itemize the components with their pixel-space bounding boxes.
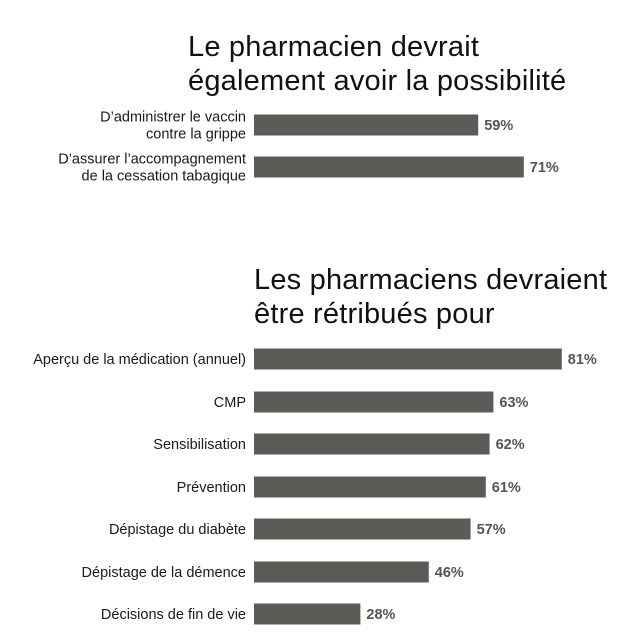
chart-2-value-label-2: 63% [499,395,528,411]
chart-2-bar-2 [254,391,494,413]
chart-1-title-line-2: également avoir la possibilité [188,65,567,97]
chart-2-category-label-6-line-1: Dépistage de la démence [82,565,246,581]
chart-1-category-label-2-line-2: de la cessation tabagique [82,169,246,185]
chart-2-bar-6 [254,561,429,583]
chart-2-bar-3 [254,433,490,455]
chart-1-value-label-1: 59% [484,118,513,134]
chart-2-bar-5 [254,518,471,540]
chart-2-category-label-7-line-1: Décisions de fin de vie [101,607,246,623]
chart-2-category-label-5-line-1: Dépistage du diabète [109,522,246,538]
chart-2-title-line-1: Les pharmaciens devraient [254,264,608,296]
chart-2-bar-4 [254,476,486,498]
chart-2-value-label-4: 61% [492,480,521,496]
chart-2-value-label-1: 81% [568,352,597,368]
chart-2-category-label-4-line-1: Prévention [177,480,246,496]
chart-2-value-label-6: 46% [435,565,464,581]
chart-2-value-label-7: 28% [366,607,395,623]
chart-2-category-label-2-line-1: CMP [214,395,246,411]
chart-1-title: Le pharmacien devrait également avoir la… [188,30,566,98]
chart-2-title: Les pharmaciens devraient être rétribués… [254,263,607,331]
chart-2-bar-1 [254,348,562,370]
chart-1-category-label-2-line-1: D’assurer l’accompagnement [58,152,246,168]
chart-1-title-line-1: Le pharmacien devrait [188,31,480,63]
chart-2-title-line-2: être rétribués pour [254,298,495,330]
chart-2-value-label-3: 62% [496,437,525,453]
chart-1-bar-2 [254,156,524,178]
chart-1-category-label-1-line-2: contre la grippe [146,127,246,143]
chart-2-category-label-3-line-1: Sensibilisation [153,437,246,453]
chart-1-bar-1 [254,114,479,136]
chart-1-value-label-2: 71% [530,160,559,176]
chart-1-category-label-1-line-1: D’administrer le vaccin [100,110,246,126]
chart-2-category-label-1-line-1: Aperçu de la médication (annuel) [33,352,246,368]
chart-2: 81% Aperçu de la médication (annuel) 63% CM… [33,348,597,625]
chart-2-value-label-5: 57% [477,522,506,538]
chart-2-bar-7 [254,603,361,625]
